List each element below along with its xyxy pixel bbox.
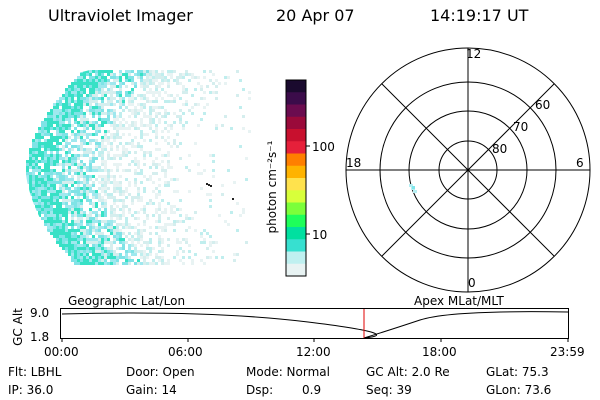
mlt-label-0: 0 — [468, 276, 476, 290]
status-glat: GLat: 75.3 — [486, 365, 549, 379]
status-dsp-label: Dsp: — [246, 383, 274, 397]
colorbar-segment — [286, 178, 306, 191]
mlt-label-6: 6 — [576, 156, 584, 170]
colorbar-unit-label: photon cm⁻²s⁻¹ — [265, 140, 279, 234]
timeline-axis-label: GC Alt — [11, 308, 25, 346]
lat-label-70: 70 — [513, 120, 529, 134]
colorbar-segment — [286, 202, 306, 216]
timeline-left-title: Geographic Lat/Lon — [68, 294, 186, 308]
colorbar-segment — [286, 227, 306, 240]
status-mode: Mode: Normal — [246, 365, 330, 379]
status-glon: GLon: 73.6 — [486, 383, 552, 397]
colorbar-segment — [286, 104, 306, 118]
uv-earth-image — [26, 70, 251, 265]
colorbar-segment — [286, 92, 306, 106]
colorbar-segment — [286, 263, 306, 277]
altitude-timeline — [60, 308, 569, 342]
status-ip: IP: 36.0 — [8, 383, 54, 397]
status-flt: Flt: LBHL — [8, 365, 62, 379]
polar-plot — [345, 47, 591, 293]
timeline-xtick-0000: 00:00 — [44, 345, 79, 359]
timeline-ytick-1-8: 1.8 — [30, 330, 50, 344]
colorbar-segment — [286, 251, 306, 265]
timeline-xtick-0600: 06:00 — [168, 345, 203, 359]
lat-label-60: 60 — [535, 98, 551, 112]
lat-label-80: 80 — [492, 142, 508, 156]
timeline-xtick-1200: 12:00 — [296, 345, 331, 359]
colorbar-segment — [286, 141, 306, 155]
status-seq: Seq: 39 — [366, 383, 412, 397]
colorbar-segment — [286, 190, 306, 204]
instrument-title: Ultraviolet Imager — [48, 6, 193, 25]
colorbar-segment — [286, 80, 306, 93]
colorbar-segment — [286, 153, 306, 167]
colorbar-segment — [286, 239, 306, 253]
status-door: Door: Open — [126, 365, 195, 379]
timeline-xtick-1800: 18:00 — [422, 345, 457, 359]
time-label: 14:19:17 UT — [430, 6, 529, 25]
timeline-xtick-2359: 23:59 — [550, 345, 585, 359]
colorbar-tick-100: 100 — [312, 140, 335, 154]
colorbar-tick-10: 10 — [312, 228, 328, 242]
mlt-label-18: 18 — [346, 156, 362, 170]
colorbar-segment — [286, 214, 306, 228]
timeline-right-title: Apex MLat/MLT — [414, 294, 504, 308]
timeline-ytick-9: 9.0 — [30, 306, 50, 320]
colorbar-segment — [286, 165, 306, 179]
mlt-label-12: 12 — [466, 47, 482, 61]
date-label: 20 Apr 07 — [276, 6, 355, 25]
status-gain: Gain: 14 — [126, 383, 177, 397]
status-dsp-value: 0.9 — [302, 383, 322, 397]
colorbar-segment — [286, 116, 306, 130]
status-gc-alt: GC Alt: 2.0 Re — [366, 365, 450, 379]
colorbar-segment — [286, 129, 306, 142]
colorbar — [285, 79, 310, 277]
